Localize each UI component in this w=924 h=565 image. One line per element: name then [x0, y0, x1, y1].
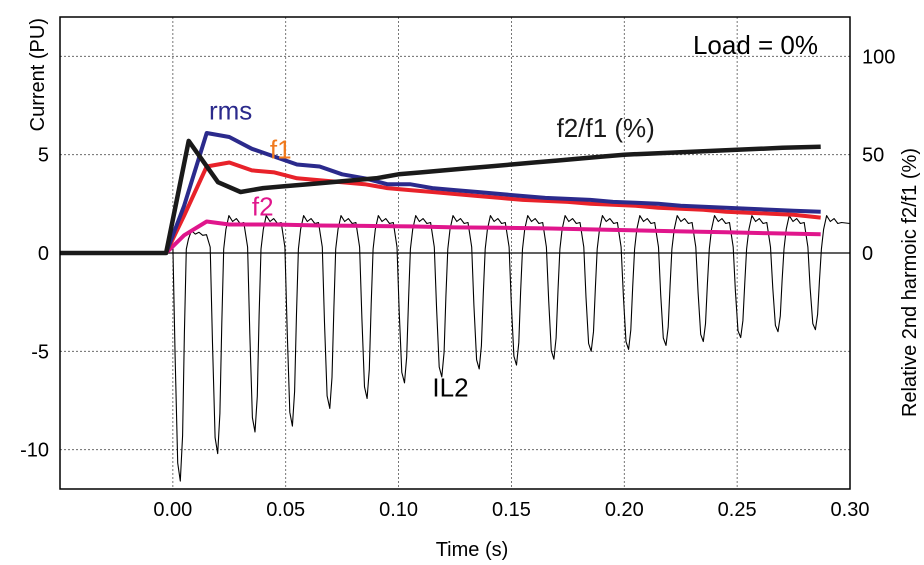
series-line-f2 [60, 219, 821, 255]
y-axis-title: Current (PU) [27, 18, 49, 131]
series-line-rms [60, 131, 821, 255]
y2-tick-label: 100 [862, 46, 895, 68]
x-tick-label: 0.25 [718, 499, 757, 521]
series-annotations: rms f1 f2 f2/f1 (%) IL2 [209, 95, 655, 402]
x-tick-label: 0.10 [379, 499, 418, 521]
x-tick-label: 0.00 [153, 499, 192, 521]
load-label: Load = 0% [693, 30, 818, 60]
y2-axis-title: Relative 2nd harmoic f2/f1 (%) [899, 148, 921, 417]
annotation-f2f1: f2/f1 (%) [557, 113, 655, 143]
y2-tick-label: 0 [862, 243, 873, 265]
y-tick-label: -10 [20, 440, 49, 462]
y2-tick-label: 50 [862, 145, 884, 167]
annotation-f1: f1 [270, 135, 292, 165]
series-layer [60, 131, 851, 482]
x-tick-label: 0.05 [266, 499, 305, 521]
x-tick-label: 0.30 [831, 499, 870, 521]
series-line-f2f1 [60, 138, 821, 256]
annotation-rms: rms [209, 95, 252, 125]
plot-frame [59, 16, 851, 490]
y-tick-label: 0 [38, 243, 49, 265]
x-tick-label: 0.15 [492, 499, 531, 521]
annotation-f2: f2 [252, 192, 274, 222]
x-tick-label: 0.20 [605, 499, 644, 521]
series-line-f1 [60, 160, 821, 255]
annotation-il2: IL2 [432, 373, 468, 403]
y-tick-label: -5 [31, 341, 49, 363]
y-tick-label: 5 [38, 145, 49, 167]
tick-labels: 0.00 0.05 0.10 0.15 0.20 0.25 0.30-10-50505010… [20, 46, 895, 521]
x-axis-title: Time (s) [436, 539, 509, 561]
